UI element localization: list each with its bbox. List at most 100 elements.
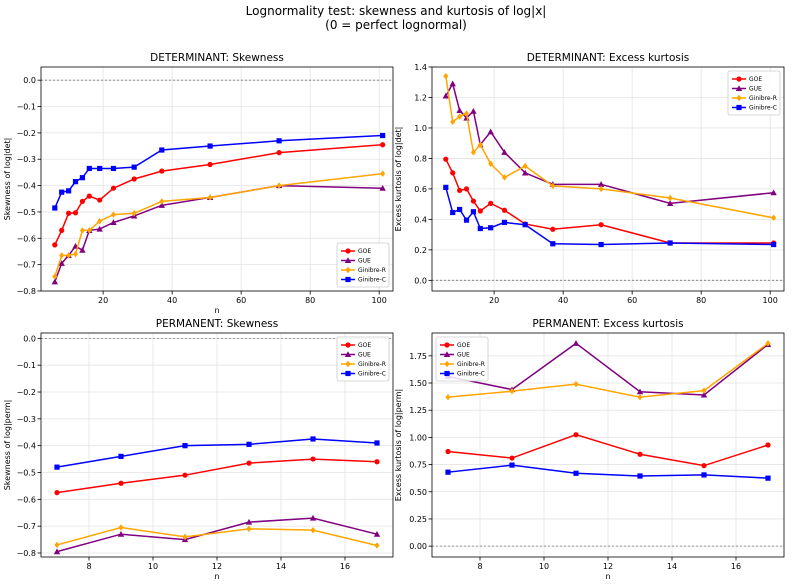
panel-title: PERMANENT: Excess kurtosis [532, 318, 683, 330]
data-point-ginibre-r [765, 340, 771, 347]
y-tick-label: −0.3 [17, 155, 36, 164]
data-point-gue [96, 225, 103, 232]
data-point-ginibre-r [550, 182, 556, 190]
x-tick-label: 10 [539, 562, 549, 571]
y-tick-label: −0.4 [17, 182, 36, 191]
legend-swatch-marker [444, 342, 450, 348]
panel-title: DETERMINANT: Excess kurtosis [527, 52, 690, 64]
x-axis-label: n [214, 572, 219, 581]
data-point-goe [118, 480, 124, 486]
data-point-ginibre-c [573, 470, 579, 476]
data-point-goe [207, 161, 213, 168]
data-point-goe [72, 210, 79, 216]
data-point-ginibre-c [667, 240, 673, 246]
series-line-ginibre-c [56, 438, 378, 468]
data-point-ginibre-r [488, 160, 494, 167]
data-point-ginibre-r [72, 250, 79, 258]
series-line-goe [56, 458, 378, 494]
y-tick-label: −0.1 [17, 361, 36, 370]
data-point-ginibre-c [598, 241, 604, 248]
data-point-ginibre-c [131, 164, 137, 170]
data-point-ginibre-c [59, 189, 65, 195]
y-tick-label: 0.25 [409, 515, 427, 524]
data-point-ginibre-r [182, 533, 188, 541]
legend-swatch-marker [345, 370, 351, 377]
data-point-ginibre-r [522, 162, 528, 170]
y-tick-label: 1.0 [414, 124, 427, 133]
data-point-ginibre-c [509, 462, 515, 468]
data-point-ginibre-r [52, 273, 58, 280]
series-line-ginibre-c [445, 187, 774, 246]
data-point-ginibre-r [59, 252, 65, 259]
data-point-gue [309, 514, 317, 521]
data-point-goe [310, 456, 316, 462]
x-tick-label: 20 [489, 296, 499, 305]
data-point-ginibre-c [118, 453, 124, 460]
y-axis-label: Excess kurtosis of log|perm| [394, 389, 403, 502]
data-point-goe [54, 490, 60, 496]
data-point-ginibre-r [457, 113, 463, 120]
data-point-ginibre-r [573, 380, 579, 388]
data-point-goe [110, 185, 117, 191]
data-point-ginibre-r [86, 227, 92, 234]
legend-entry: Ginibre-R [749, 95, 777, 102]
x-tick-label: 12 [212, 562, 222, 571]
x-tick-label: 80 [696, 296, 706, 305]
data-point-ginibre-r [771, 214, 777, 222]
data-point-gue [770, 189, 777, 196]
x-tick-label: 10 [148, 562, 158, 571]
data-point-goe [501, 207, 508, 213]
data-point-ginibre-r [246, 525, 252, 533]
x-tick-label: 100 [763, 296, 778, 305]
x-tick-label: 40 [558, 296, 568, 305]
data-point-ginibre-r [463, 110, 470, 117]
data-point-ginibre-c [310, 436, 316, 442]
legend-box [336, 336, 390, 382]
data-point-goe [637, 451, 643, 457]
data-point-ginibre-r [97, 217, 103, 225]
x-tick-label: 20 [98, 296, 108, 305]
legend-entry: GUE [457, 352, 470, 359]
data-point-ginibre-c [463, 217, 470, 223]
data-point-ginibre-c [380, 132, 386, 139]
data-point-gue [110, 219, 117, 226]
data-point-gue [245, 518, 253, 525]
legend-box [727, 70, 781, 116]
y-tick-label: 0.0 [414, 276, 427, 285]
x-tick-label: 16 [340, 562, 350, 571]
y-tick-label: 0.00 [409, 542, 427, 551]
y-tick-label: −0.6 [17, 495, 36, 504]
data-point-ginibre-r [310, 526, 316, 534]
data-point-ginibre-r [276, 182, 282, 189]
data-point-ginibre-c [765, 475, 771, 481]
data-point-goe [488, 200, 494, 206]
data-point-goe [66, 210, 72, 216]
legend-swatch-marker [736, 104, 742, 111]
series-line-goe [447, 433, 769, 467]
data-point-goe [159, 168, 165, 174]
x-tick-label: 100 [372, 296, 387, 305]
data-point-goe [276, 150, 282, 156]
y-tick-label: 0.75 [409, 461, 427, 470]
data-point-ginibre-c [443, 184, 449, 190]
data-point-gue [117, 530, 125, 537]
legend-entry: Ginibre-C [749, 105, 777, 112]
data-point-goe [79, 198, 86, 204]
panel-title: DETERMINANT: Skewness [150, 52, 284, 64]
data-point-ginibre-c [246, 441, 252, 447]
data-point-ginibre-c [771, 241, 777, 248]
y-tick-label: 1.25 [409, 406, 427, 415]
data-point-gue [456, 107, 463, 113]
legend-swatch-marker [736, 94, 742, 102]
data-point-gue [487, 128, 494, 135]
y-axis-label: Skewness of log|det| [3, 138, 12, 221]
y-tick-label: −0.8 [17, 287, 36, 296]
data-point-goe [380, 142, 386, 148]
legend-swatch-marker [735, 85, 743, 92]
axes-frame [431, 66, 785, 292]
data-point-ginibre-c [488, 225, 494, 231]
y-tick-label: −0.4 [17, 442, 36, 451]
data-point-goe [182, 472, 188, 478]
legend-entry: GUE [358, 352, 371, 359]
data-point-goe [374, 459, 380, 465]
